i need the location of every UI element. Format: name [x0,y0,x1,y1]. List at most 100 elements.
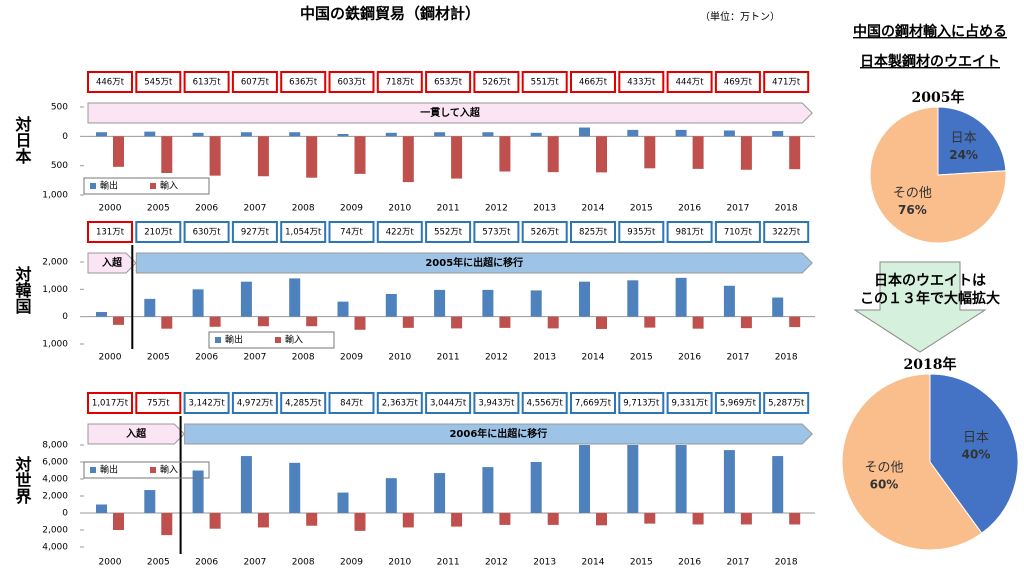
net-box [473,221,520,243]
y-tick-label: 0 [62,312,68,322]
x-tick-label: 2006 [195,353,218,363]
net-box [425,392,472,414]
x-tick-label: 2012 [485,353,508,363]
bar [451,316,463,329]
legend-swatch [90,183,96,189]
x-tick-label: 2008 [292,558,315,568]
x-tick-label: 2014 [582,353,605,363]
y-tick-label: 500 [51,161,68,171]
net-box [425,71,472,93]
net-box [763,71,810,93]
legend-swatch [90,467,96,473]
bar [627,445,639,513]
y-tick-label: 500 [51,103,68,113]
slice-label: 60% [870,477,899,491]
bar [644,136,656,169]
x-tick-label: 2017 [726,353,749,363]
net-box [521,71,568,93]
x-tick-label: 2014 [582,558,605,568]
net-box [183,221,230,243]
y-tick-label: 1,000 [42,191,68,201]
net-label: 526万t [482,78,511,88]
net-box [135,221,182,243]
bar [209,136,221,176]
net-label: 7,669万t [575,399,612,409]
y-tick-label: 4,000 [42,543,68,553]
bar [499,513,511,525]
bar [289,132,301,137]
bar [530,290,542,317]
x-tick-label: 2009 [340,204,363,214]
bar [96,312,107,317]
x-tick-label: 2000 [99,558,122,568]
bar [289,278,301,317]
net-label: 545万t [144,78,173,88]
side-title: 中国の鋼材輸入に占める [853,23,1007,40]
net-label: 84万t [340,399,363,409]
bar [675,129,687,137]
bar [482,467,494,513]
x-tick-label: 2016 [678,558,701,568]
bar [740,513,752,525]
net-box [473,392,520,414]
bar [209,513,221,529]
x-tick-label: 2009 [340,558,363,568]
legend-label: 輸入 [285,334,303,346]
bar [192,470,204,513]
bar [530,132,542,137]
net-label: 935万t [627,228,656,238]
net-box [231,221,278,243]
bar [692,136,704,169]
x-tick-label: 2016 [678,353,701,363]
bar [675,277,687,317]
net-box [714,71,761,93]
arrow-label: 一貫して入超 [420,106,481,119]
bar [192,132,204,137]
bar [337,133,349,137]
slice-name: 日本 [951,131,977,146]
legend-box [208,331,335,349]
bar [402,513,414,528]
bar [723,285,735,317]
x-tick-label: 2008 [292,204,315,214]
bar [240,456,252,513]
bar [113,136,124,167]
net-box [328,392,375,414]
x-tick-label: 2011 [437,558,460,568]
bar [627,280,639,317]
bar [451,136,463,179]
net-box [376,221,423,243]
legend-label: 輸出 [100,464,118,476]
callout-arrow [853,261,987,353]
net-box [87,392,133,414]
bar [402,136,414,183]
span-arrow [135,252,813,274]
net-box [570,392,616,414]
x-tick-label: 2010 [388,558,411,568]
net-label: 573万t [482,228,511,238]
bar [547,513,559,525]
bar [96,132,107,137]
net-label: 718万t [386,78,415,88]
x-tick-label: 2009 [340,353,363,363]
bar [596,136,607,173]
net-label: 5,287万t [768,399,805,409]
y-tick-label: 2,000 [42,526,68,536]
bar [723,450,735,513]
bar [385,293,397,317]
pie-title: 2018年 [904,356,957,373]
legend-label: 輸入 [160,180,178,192]
x-tick-label: 2012 [485,204,508,214]
x-tick-label: 2008 [292,353,315,363]
net-label: 630万t [193,228,222,238]
pie-slice [937,106,1007,176]
net-label: 322万t [772,228,801,238]
unit: （単位：万トン） [700,10,780,23]
net-label: 422万t [386,228,415,238]
net-box [231,71,278,93]
x-tick-label: 2005 [147,558,170,568]
bar [257,513,269,528]
net-box [376,71,423,93]
bar [113,513,124,530]
